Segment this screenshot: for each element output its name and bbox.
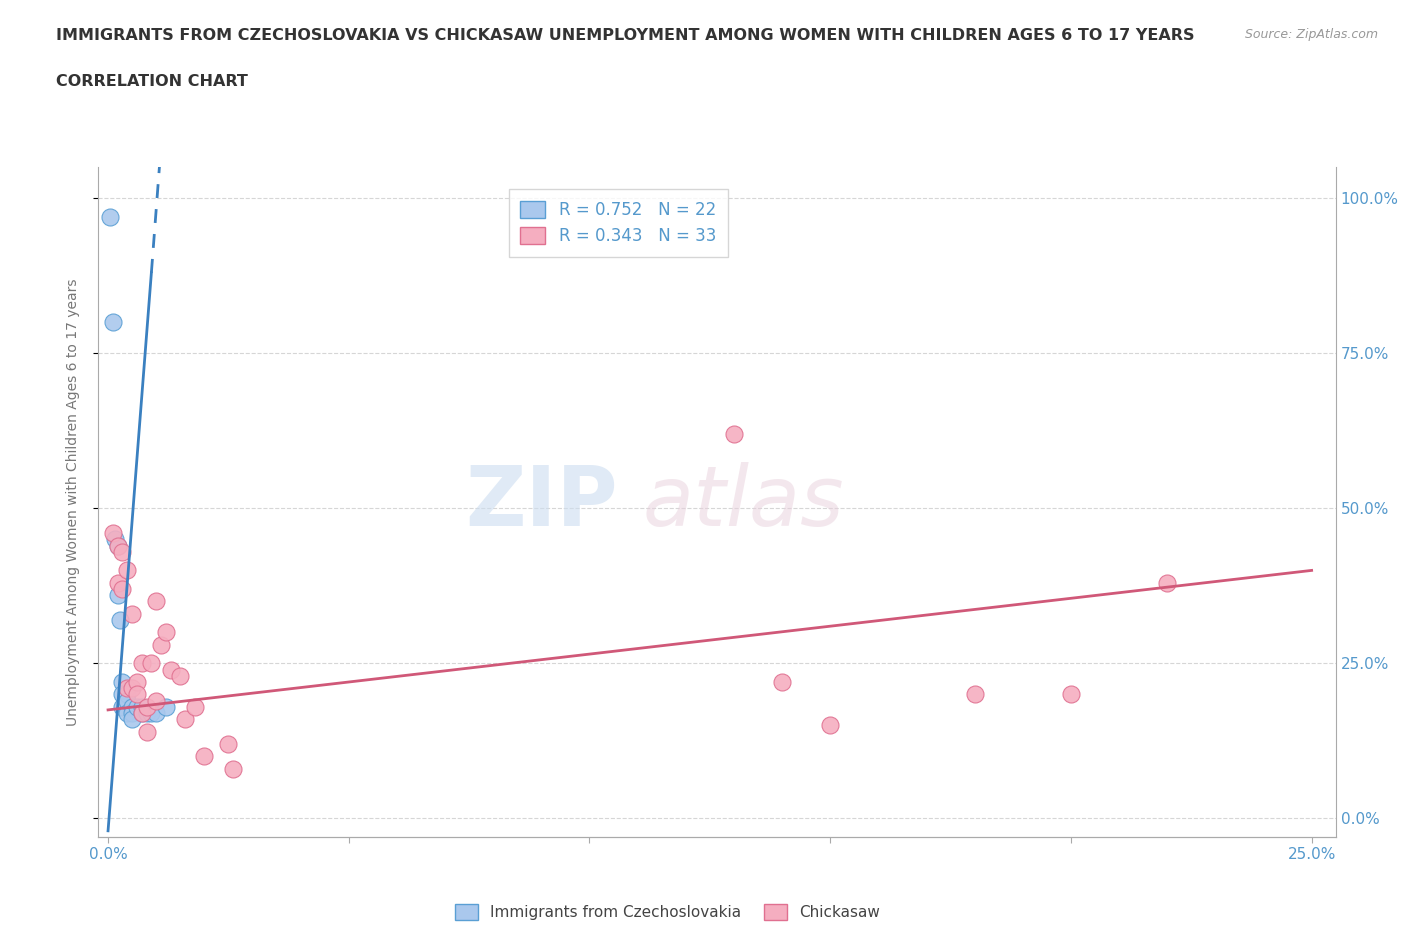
Point (121, 711, 143, 726)
Point (101, 315, 124, 330)
Text: Source: ZipAtlas.com: Source: ZipAtlas.com (1244, 28, 1378, 41)
Point (135, 706, 157, 721)
Point (135, 724, 157, 739)
Point (169, 669, 191, 684)
Point (145, 706, 167, 721)
Point (222, 762, 245, 777)
Point (159, 662, 181, 677)
Point (107, 538, 129, 553)
Point (818, 718, 841, 733)
Point (723, 427, 745, 442)
Point (131, 706, 153, 721)
Y-axis label: Unemployment Among Women with Children Ages 6 to 17 years: Unemployment Among Women with Children A… (66, 278, 80, 726)
Point (107, 576, 129, 591)
Point (125, 687, 148, 702)
Point (121, 606, 143, 621)
Point (131, 699, 153, 714)
Point (125, 674, 148, 689)
Point (111, 674, 134, 689)
Point (155, 625, 177, 640)
Point (107, 538, 129, 553)
Point (183, 699, 205, 714)
Point (111, 699, 134, 714)
Point (150, 637, 173, 652)
Point (111, 581, 134, 596)
Point (1060, 687, 1083, 702)
Point (100, 209, 122, 224)
Point (117, 693, 139, 708)
Point (131, 706, 153, 721)
Point (217, 737, 239, 751)
Point (141, 706, 163, 721)
Point (1156, 576, 1178, 591)
Point (108, 613, 131, 628)
Text: IMMIGRANTS FROM CZECHOSLOVAKIA VS CHICKASAW UNEMPLOYMENT AMONG WOMEN WITH CHILDR: IMMIGRANTS FROM CZECHOSLOVAKIA VS CHICKA… (56, 28, 1195, 43)
Point (117, 706, 139, 721)
Point (111, 687, 134, 702)
Point (121, 706, 143, 721)
Point (135, 699, 157, 714)
Point (121, 681, 143, 696)
Point (141, 656, 163, 671)
Point (117, 681, 139, 696)
Point (121, 699, 143, 714)
Point (101, 525, 124, 540)
Point (111, 544, 134, 559)
Point (145, 594, 167, 609)
Point (770, 674, 793, 689)
Text: ZIP: ZIP (465, 461, 619, 543)
Text: CORRELATION CHART: CORRELATION CHART (56, 74, 247, 89)
Point (193, 749, 215, 764)
Point (145, 693, 167, 708)
Point (104, 532, 127, 547)
Point (117, 687, 139, 702)
Point (117, 563, 139, 578)
Text: atlas: atlas (643, 461, 845, 543)
Legend: Immigrants from Czechoslovakia, Chickasaw: Immigrants from Czechoslovakia, Chickasa… (449, 898, 886, 926)
Point (131, 656, 153, 671)
Point (125, 699, 148, 714)
Point (963, 687, 986, 702)
Point (155, 699, 177, 714)
Point (174, 711, 197, 726)
Point (107, 588, 129, 603)
